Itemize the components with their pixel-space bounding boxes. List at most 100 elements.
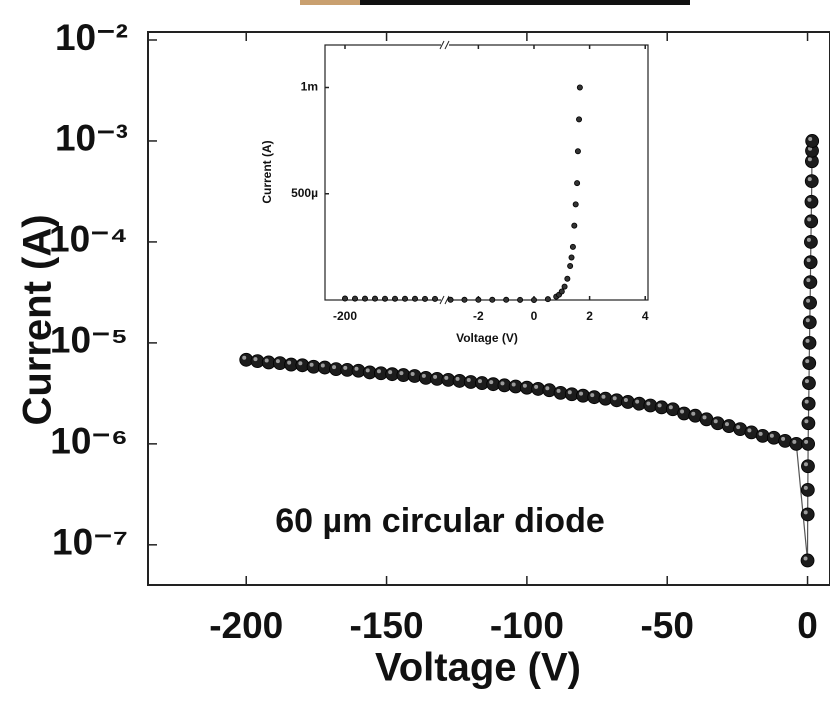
data-point — [632, 396, 647, 411]
point-highlight — [804, 439, 809, 444]
data-point — [461, 296, 468, 303]
point-highlight — [343, 365, 348, 370]
data-point — [561, 283, 568, 290]
data-point — [489, 296, 496, 303]
data-point — [654, 400, 669, 415]
point-highlight — [354, 366, 359, 371]
x-tick-label: 4 — [642, 309, 649, 323]
data-point — [804, 174, 819, 189]
data-point — [544, 296, 551, 303]
data-point — [401, 295, 408, 302]
point-highlight — [803, 485, 808, 490]
axis-break-gap — [441, 42, 449, 48]
point-highlight — [691, 411, 696, 416]
annotation: 60 µm circular diode — [275, 502, 605, 540]
point-highlight — [713, 419, 718, 424]
point-highlight — [556, 388, 561, 393]
point-highlight — [534, 384, 539, 389]
point-highlight — [421, 373, 426, 378]
point-highlight — [242, 355, 247, 360]
data-point — [503, 296, 510, 303]
data-point — [411, 295, 418, 302]
axis-break-mark — [444, 295, 450, 305]
data-point — [677, 406, 691, 421]
data-point — [421, 295, 428, 302]
point-highlight — [806, 258, 811, 263]
point-highlight — [805, 318, 810, 323]
point-highlight — [601, 394, 606, 399]
point-highlight — [612, 396, 617, 401]
point-highlight — [736, 425, 741, 430]
x-tick-label: 2 — [586, 309, 593, 323]
point-highlight — [668, 405, 673, 410]
x-tick-label: -50 — [640, 605, 693, 646]
data-point — [800, 482, 815, 497]
axis-break-mark — [444, 40, 450, 50]
point-highlight — [253, 357, 258, 362]
data-point — [431, 295, 438, 302]
data-point — [574, 148, 581, 155]
x-tick-label: 0 — [531, 309, 538, 323]
point-highlight — [444, 375, 449, 380]
point-highlight — [376, 369, 381, 374]
x-tick-label: -200 — [209, 605, 283, 646]
point-highlight — [275, 359, 280, 364]
point-highlight — [500, 381, 505, 386]
point-highlight — [567, 390, 572, 395]
point-highlight — [807, 197, 812, 202]
point-highlight — [635, 399, 640, 404]
y-tick-label: 1m — [301, 80, 318, 94]
point-highlight — [781, 436, 786, 441]
data-point — [804, 214, 819, 229]
point-highlight — [769, 433, 774, 438]
point-highlight — [806, 298, 811, 303]
point-highlight — [433, 374, 438, 379]
point-highlight — [792, 439, 797, 444]
data-point — [802, 315, 817, 330]
point-highlight — [320, 363, 325, 368]
point-highlight — [365, 368, 370, 373]
data-point — [803, 275, 818, 290]
data-point — [391, 295, 398, 302]
data-point — [801, 436, 816, 451]
axis-break-mark — [439, 40, 445, 50]
point-highlight — [332, 365, 337, 370]
data-point — [801, 396, 816, 411]
point-highlight — [804, 379, 809, 384]
data-point — [576, 84, 583, 91]
inset-plot: 1m 500µ -200 -2 0 2 4 Voltage (V) Current (A) — [260, 40, 649, 345]
point-highlight — [623, 397, 628, 402]
plot-frame — [324, 44, 649, 301]
point-highlight — [657, 403, 662, 408]
point-highlight — [399, 371, 404, 376]
data-point — [755, 428, 770, 443]
point-highlight — [455, 376, 460, 381]
point-highlight — [545, 386, 550, 391]
point-highlight — [807, 157, 812, 162]
data-point — [571, 222, 578, 229]
data-point — [361, 295, 368, 302]
data-point — [371, 295, 378, 302]
data-point — [801, 459, 815, 474]
data-point — [407, 369, 422, 383]
point-highlight — [388, 370, 393, 375]
point-highlight — [807, 177, 812, 182]
y-axis-title: Current (A) — [260, 140, 274, 203]
axis-break-gap — [441, 297, 449, 303]
point-highlight — [803, 510, 808, 515]
data-point — [572, 201, 579, 208]
point-highlight — [489, 380, 494, 385]
data-point — [803, 295, 817, 310]
point-highlight — [477, 379, 482, 384]
data-point — [574, 180, 581, 187]
data-point — [568, 254, 575, 261]
data-point — [381, 295, 388, 302]
data-point — [530, 296, 537, 303]
data-point — [567, 262, 574, 269]
x-tick-label: -150 — [350, 605, 424, 646]
data-point — [643, 398, 658, 413]
point-highlight — [803, 556, 808, 561]
point-highlight — [287, 360, 292, 365]
data-point — [517, 296, 524, 303]
